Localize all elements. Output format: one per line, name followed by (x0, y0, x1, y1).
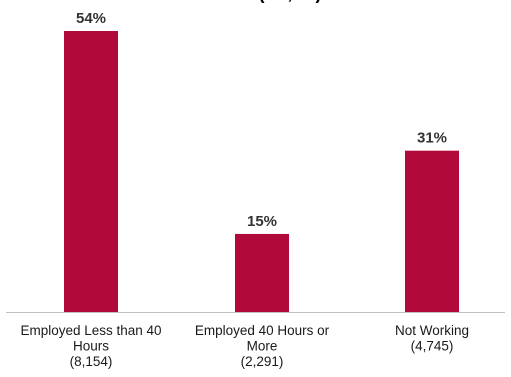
category-label-1-line-1: Employed Less than 40 (20, 323, 161, 338)
bar-2 (235, 233, 289, 312)
category-label-1-line-3: (8,154) (70, 354, 113, 369)
category-label-3: Not Working (4,745) (395, 323, 469, 354)
data-label-2: 15% (247, 213, 277, 230)
category-label-3-line-2: (4,745) (411, 339, 454, 354)
bar-3 (405, 150, 459, 312)
category-label-2-line-3: (2,291) (241, 354, 284, 369)
bar-1 (64, 31, 118, 312)
data-label-3: 31% (417, 130, 447, 147)
category-label-1-line-2: Hours (73, 339, 109, 354)
category-label-2-line-1: Employed 40 Hours or (195, 323, 330, 338)
data-label-1: 54% (76, 10, 106, 27)
bars-layer (64, 31, 459, 312)
chart-title: (… , …) (259, 0, 322, 3)
category-label-2-line-2: More (247, 339, 278, 354)
category-label-1: Employed Less than 40 Hours (8,154) (20, 323, 161, 369)
category-label-3-line-1: Not Working (395, 323, 469, 338)
labels-layer: 54% Employed Less than 40 Hours (8,154) 15% E… (20, 10, 469, 369)
category-label-2: Employed 40 Hours or More (2,291) (195, 323, 330, 369)
